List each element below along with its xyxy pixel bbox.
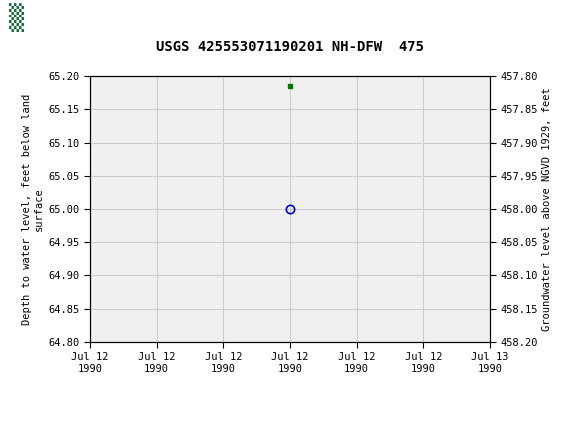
Y-axis label: Groundwater level above NGVD 1929, feet: Groundwater level above NGVD 1929, feet xyxy=(542,87,552,331)
Text: USGS: USGS xyxy=(28,9,79,27)
Text: USGS 425553071190201 NH-DFW  475: USGS 425553071190201 NH-DFW 475 xyxy=(156,40,424,55)
Text: ▒: ▒ xyxy=(9,3,24,32)
Bar xyxy=(7,3,62,32)
Y-axis label: Depth to water level, feet below land
surface: Depth to water level, feet below land su… xyxy=(23,93,44,325)
